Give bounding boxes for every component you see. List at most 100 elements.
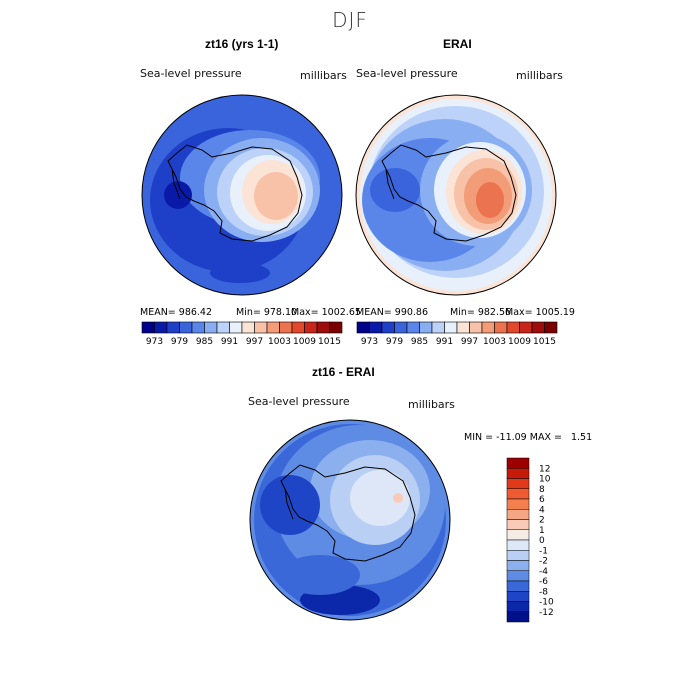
colorbar-erai: 973 979 985 991 997 1003 1009 1015 [356, 321, 558, 347]
colorbar-difference-swatch [506, 478, 530, 489]
colorbar-erai-tick-label: 973 [361, 337, 378, 347]
colorbar-difference-swatch [506, 560, 530, 571]
colorbar-erai-swatch [369, 321, 383, 334]
colorbar-difference-swatch [506, 468, 530, 479]
colorbar-erai-tick-label: 1003 [483, 337, 506, 347]
colorbar-difference-tick-label: 10 [539, 475, 551, 485]
colorbar-erai-swatch [381, 321, 395, 334]
colorbar-model-tick-label: 973 [146, 337, 163, 347]
colorbar-model-tick-label: 979 [171, 337, 188, 347]
colorbar-model-tick-label: 1009 [293, 337, 316, 347]
colorbar-difference-tick-label: 8 [539, 485, 545, 495]
colorbar-erai-tick-label: 1015 [533, 337, 556, 347]
colorbar-model-swatch [166, 321, 180, 334]
colorbar-erai-tick-label: 997 [461, 337, 478, 347]
colorbar-difference-tick-label: -6 [539, 577, 548, 587]
colorbar-difference-swatch [506, 519, 530, 530]
colorbar-difference-swatch [506, 611, 530, 623]
map-model-slp [141, 94, 343, 296]
colorbar-difference-tick-label: 4 [539, 505, 545, 515]
colorbar-difference-tick-label: -10 [539, 598, 554, 608]
panel-title-model: zt16 (yrs 1-1) [205, 37, 279, 51]
colorbar-difference-tick-label: -1 [539, 546, 548, 556]
stats-min-erai: Min= 982.56 [450, 307, 512, 318]
colorbar-erai-tick-label: 985 [411, 337, 428, 347]
main-title: DJF [332, 8, 368, 32]
panel-variable-label-erai: Sea-level pressure [356, 67, 458, 80]
colorbar-difference-swatch [506, 457, 530, 469]
colorbar-model-swatch [179, 321, 193, 334]
colorbar-erai-tick-label: 991 [436, 337, 453, 347]
colorbar-erai-tick-label: 1009 [508, 337, 531, 347]
colorbar-difference-tick-label: -8 [539, 587, 548, 597]
stats-min-model: Min= 978.10 [236, 307, 298, 318]
colorbar-difference-tick-label: 0 [539, 536, 545, 546]
colorbar-model-swatch [191, 321, 205, 334]
colorbar-model-tick-label: 991 [221, 337, 238, 347]
colorbar-difference-swatch [506, 580, 530, 592]
colorbar-difference-tick-label: 6 [539, 495, 545, 505]
colorbar-model-swatch [316, 321, 330, 334]
colorbar-erai-swatch [406, 321, 420, 334]
panel-title-erai: ERAI [443, 37, 472, 51]
colorbar-difference-tick-label: 2 [539, 516, 545, 526]
colorbar-erai-swatch [506, 321, 520, 334]
panel-units-label-erai: millibars [516, 69, 563, 82]
colorbar-difference-tick-label: -12 [539, 608, 554, 618]
colorbar-difference-swatch [506, 488, 530, 500]
colorbar-model-swatch [229, 321, 243, 334]
colorbar-difference-tick-label: 12 [539, 464, 550, 474]
colorbar-model-swatch [216, 321, 230, 334]
colorbar-model-swatch [204, 321, 218, 334]
stats-mean-model: MEAN= 986.42 [140, 307, 213, 318]
colorbar-erai-swatch [456, 321, 470, 334]
colorbar-difference-tick-label: -4 [539, 567, 548, 577]
colorbar-model-swatch [154, 321, 168, 334]
colorbar-difference-tick-label: 1 [539, 526, 545, 536]
colorbar-erai-swatch [431, 321, 445, 334]
stats-max-model: Max= 1002.65 [291, 307, 361, 318]
colorbar-model-swatch [266, 321, 280, 334]
colorbar-erai-swatch [394, 321, 408, 334]
colorbar-difference-swatch [506, 539, 530, 551]
colorbar-difference-swatch [506, 498, 530, 510]
difference-min-max: MIN = -11.09 MAX = 1.51 [464, 432, 593, 443]
colorbar-model-swatch [304, 321, 318, 334]
colorbar-difference-swatch [506, 509, 530, 520]
colorbar-model-swatch [254, 321, 268, 334]
panel-title-difference: zt16 - ERAI [312, 365, 375, 379]
colorbar-erai-swatch [519, 321, 533, 334]
colorbar-erai-swatch [494, 321, 508, 334]
colorbar-erai-swatch [469, 321, 483, 334]
colorbar-model: 973 979 985 991 997 1003 1009 1015 [141, 321, 343, 347]
colorbar-model-tick-label: 1003 [268, 337, 291, 347]
map-difference-slp [249, 419, 451, 621]
panel-variable-label-model: Sea-level pressure [140, 67, 242, 80]
colorbar-difference-swatch [506, 601, 530, 612]
colorbar-erai-swatch [544, 321, 558, 334]
colorbar-model-swatch [241, 321, 255, 334]
colorbar-model-swatch [141, 321, 155, 334]
colorbar-erai-swatch [444, 321, 458, 334]
colorbar-erai-swatch [531, 321, 545, 334]
colorbar-model-tick-label: 1015 [318, 337, 341, 347]
colorbar-model-swatch [329, 321, 343, 334]
colorbar-difference-swatch [506, 550, 530, 561]
panel-units-label-difference: millibars [408, 398, 455, 411]
colorbar-erai-tick-label: 979 [386, 337, 403, 347]
colorbar-model-tick-label: 997 [246, 337, 263, 347]
colorbar-model-swatch [279, 321, 293, 334]
colorbar-model-tick-label: 985 [196, 337, 213, 347]
colorbar-erai-swatch [419, 321, 433, 334]
colorbar-difference-swatch [506, 591, 530, 602]
map-erai-slp [355, 94, 557, 296]
colorbar-erai-swatch [356, 321, 370, 334]
colorbar-difference-swatch [506, 529, 530, 541]
colorbar-model-swatch [291, 321, 305, 334]
stats-mean-erai: MEAN= 990.86 [356, 307, 429, 318]
colorbar-erai-swatch [481, 321, 495, 334]
panel-variable-label-difference: Sea-level pressure [248, 395, 350, 408]
colorbar-difference-swatch [506, 570, 530, 582]
